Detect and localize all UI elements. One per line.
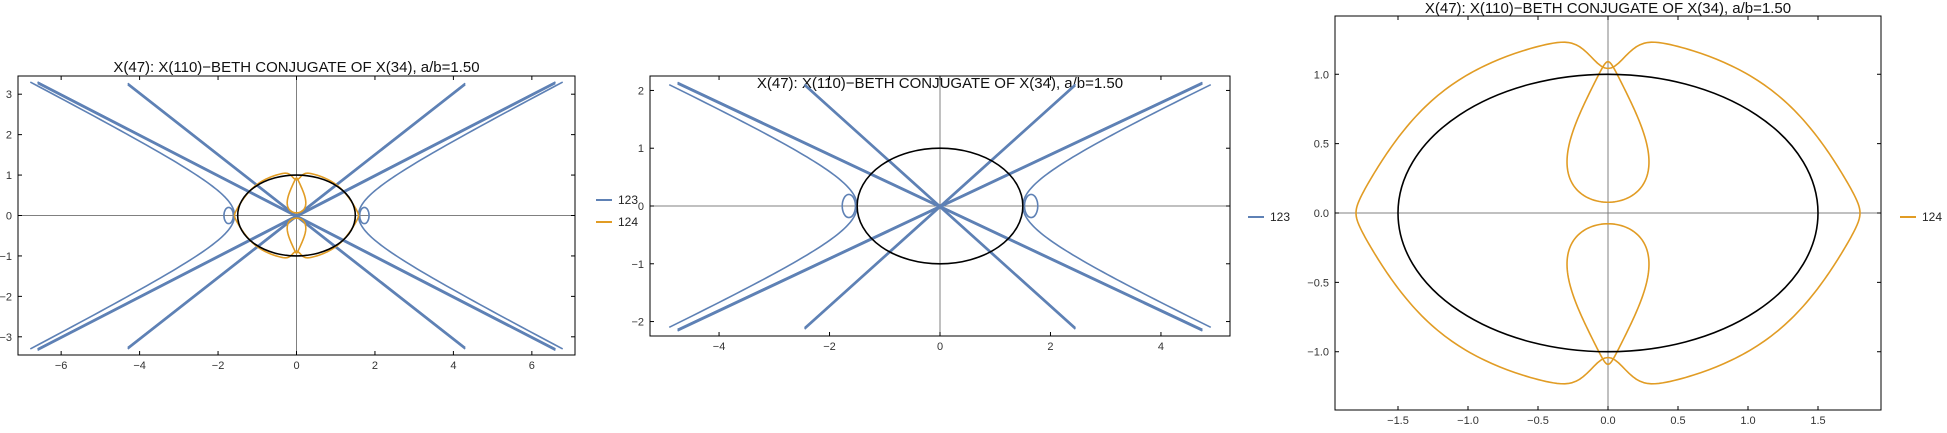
series-inner-lobe [286, 217, 307, 254]
legend-label: 123 [1270, 210, 1290, 224]
series-loop [841, 193, 857, 219]
y-tick-label: −2 [0, 291, 12, 303]
y-tick-label: 0 [638, 201, 644, 213]
y-tick-label: 0 [6, 211, 12, 223]
x-tick-label: 0 [937, 341, 943, 353]
series-inner-lobe [286, 177, 307, 214]
legend-label: 123 [618, 193, 638, 207]
chart-panel-3: X(47): X(110)−BETH CONJUGATE OF X(34), a… [1307, 0, 1942, 427]
legend: 123 124 [596, 193, 638, 229]
legend-label: 124 [618, 215, 638, 229]
x-tick-label: 0.0 [1600, 415, 1615, 427]
reference-ellipse [856, 147, 1024, 265]
series-loop [358, 206, 370, 225]
series-line [127, 82, 466, 349]
y-tick-label: −1 [631, 259, 644, 271]
y-tick-label: −3 [0, 332, 12, 344]
x-tick-label: 0 [293, 360, 299, 372]
series-loop [1023, 193, 1039, 219]
x-tick-label: 2 [1047, 341, 1053, 353]
y-tick-label: 3 [6, 89, 12, 101]
y-tick-label: −2 [631, 317, 644, 329]
series-123 [668, 81, 1212, 332]
series-123 [29, 81, 564, 352]
x-tick-label: −1.0 [1457, 415, 1479, 427]
chart-panel-1: X(47): X(110)−BETH CONJUGATE OF X(34), a… [0, 59, 638, 372]
series-outer-curve [1355, 41, 1861, 385]
x-tick-label: 1.0 [1740, 415, 1755, 427]
series-line-strand [804, 85, 1076, 330]
x-tick-label: −2 [823, 341, 836, 353]
y-tick-label: 0.5 [1314, 139, 1329, 151]
x-tick-label: 2 [372, 360, 378, 372]
series-line-strand [127, 84, 466, 350]
y-tick-label: 1 [6, 170, 12, 182]
series-124 [1355, 41, 1861, 385]
series-line [804, 83, 1076, 329]
y-tick-label: −0.5 [1307, 277, 1329, 289]
y-tick-label: 2 [6, 130, 12, 142]
plot-area [668, 81, 1212, 332]
y-tick-label: 1.0 [1314, 69, 1329, 81]
series-outer-curve [233, 172, 360, 259]
plot-area [29, 81, 564, 352]
plot-area [1355, 41, 1861, 385]
x-tick-label: 4 [1158, 341, 1164, 353]
y-tick-label: −1 [0, 251, 12, 263]
chart-title: X(47): X(110)−BETH CONJUGATE OF X(34), a… [113, 59, 479, 76]
x-tick-label: −2 [212, 360, 225, 372]
x-tick-label: 6 [529, 360, 535, 372]
x-tick-label: −4 [133, 360, 146, 372]
chart-title: X(47): X(110)−BETH CONJUGATE OF X(34), a… [1425, 0, 1791, 17]
legend-label: 124 [1922, 210, 1942, 224]
reference-ellipse [1397, 73, 1819, 353]
x-tick-label: 1.5 [1810, 415, 1825, 427]
y-tick-label: −1.0 [1307, 347, 1329, 359]
reference-ellipse [236, 174, 357, 257]
x-tick-label: −1.5 [1387, 415, 1409, 427]
y-tick-label: 0.0 [1314, 208, 1329, 220]
series-loop [223, 206, 235, 225]
x-tick-label: −4 [713, 341, 726, 353]
y-tick-label: 2 [638, 85, 644, 97]
series-inner-lobe [1566, 60, 1650, 204]
legend: 123 [1248, 210, 1290, 224]
x-tick-label: −0.5 [1527, 415, 1549, 427]
y-tick-label: 1 [638, 143, 644, 155]
chart-panel-2: X(47): X(110)−BETH CONJUGATE OF X(34), a… [631, 75, 1290, 353]
series-124 [233, 172, 360, 259]
x-tick-label: 0.5 [1670, 415, 1685, 427]
x-tick-label: 4 [450, 360, 456, 372]
x-tick-label: −6 [55, 360, 68, 372]
series-inner-lobe [1566, 222, 1650, 366]
legend: 124 [1900, 210, 1942, 224]
